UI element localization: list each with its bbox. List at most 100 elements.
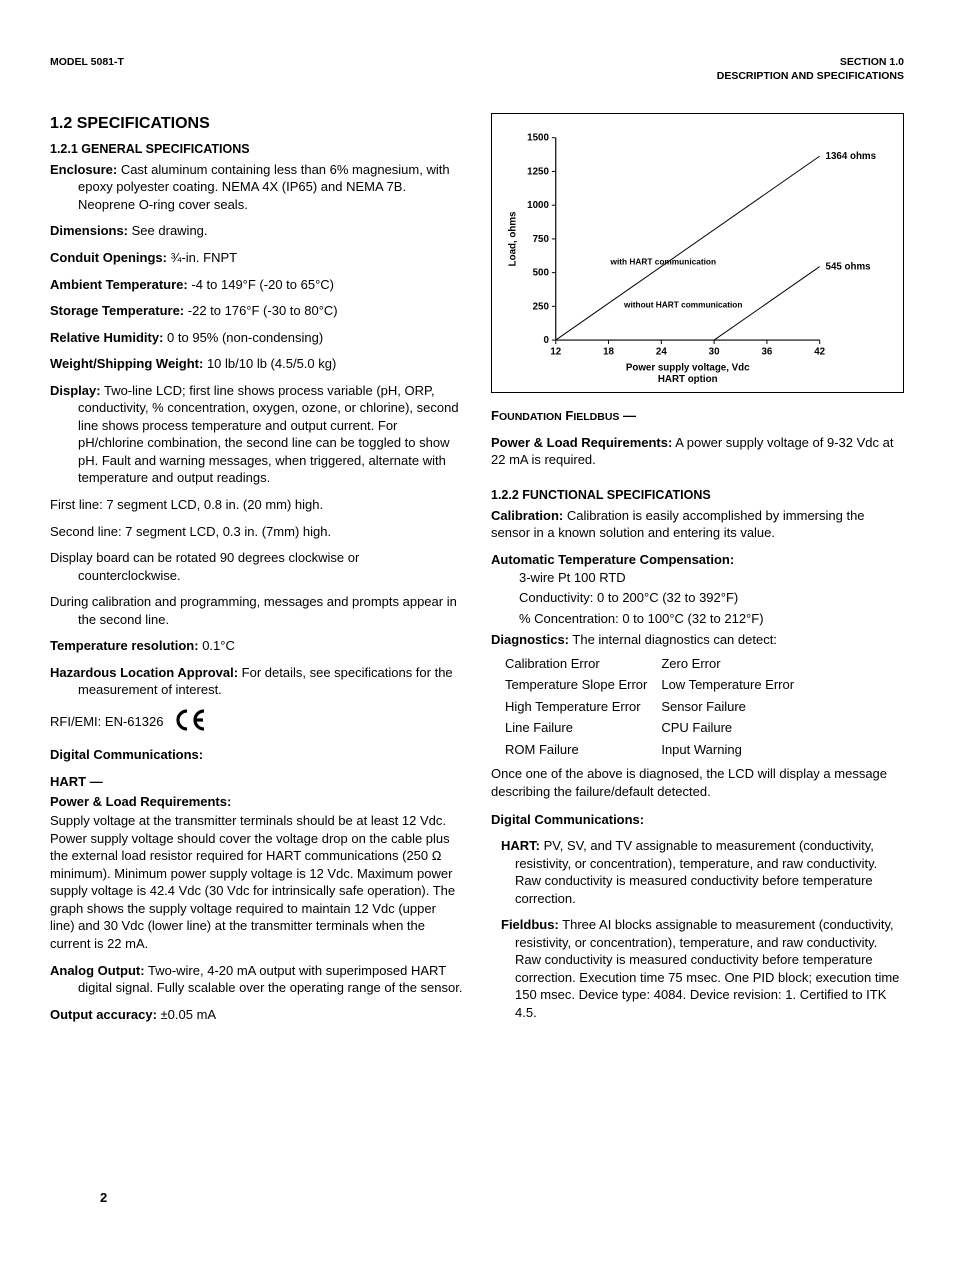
conduit-text: ¾-in. FNPT [171,250,237,265]
section-title: 1.2 SPECIFICATIONS [50,113,463,135]
table-cell: ROM Failure [505,740,659,760]
fieldbus-label: Fieldbus: [501,917,559,932]
load-vs-voltage-chart: 0250500750100012501500121824303642Power … [491,113,904,393]
table-cell: Temperature Slope Error [505,675,659,695]
table-cell: Low Temperature Error [661,675,806,695]
spec-rfi: RFI/EMI: EN-61326 [50,708,463,737]
left-column: 1.2 SPECIFICATIONS 1.2.1 GENERAL SPECIFI… [50,113,463,1032]
weight-label: Weight/Shipping Weight: [50,356,203,371]
spec-conduit: Conduit Openings: ¾-in. FNPT [50,249,463,267]
hazloc-label: Hazardous Location Approval: [50,665,238,680]
svg-text:without HART communication: without HART communication [623,300,742,310]
spec-humidity: Relative Humidity: 0 to 95% (non-condens… [50,329,463,347]
digcom-hart: HART: PV, SV, and TV assignable to measu… [501,837,904,907]
atc-line3: % Concentration: 0 to 100°C (32 to 212°F… [491,610,904,628]
atc-title: Automatic Temperature Compensation: [491,551,904,569]
spec-weight: Weight/Shipping Weight: 10 lb/10 lb (4.5… [50,355,463,373]
svg-text:42: 42 [814,347,825,358]
table-cell: Calibration Error [505,654,659,674]
svg-text:1000: 1000 [527,200,549,211]
svg-text:1250: 1250 [527,167,549,178]
table-row: Temperature Slope ErrorLow Temperature E… [505,675,806,695]
rfi-label: RFI/EMI: [50,714,101,729]
outacc-label: Output accuracy: [50,1007,157,1022]
storage-text: -22 to 176°F (-30 to 80°C) [188,303,338,318]
diagnostics-table: Calibration ErrorZero ErrorTemperature S… [503,652,808,762]
digital-communications-heading: Digital Communications: [50,746,463,764]
spec-tempres: Temperature resolution: 0.1°C [50,637,463,655]
display-label: Display: [50,383,101,398]
analog-label: Analog Output: [50,963,145,978]
fieldbus-body: Three AI blocks assignable to measuremen… [515,917,899,1020]
page: MODEL 5081-T SECTION 1.0 DESCRIPTION AND… [50,55,904,1235]
diag-body: The internal diagnostics can detect: [572,632,777,647]
outacc-text: ±0.05 mA [161,1007,217,1022]
svg-text:250: 250 [533,302,550,313]
svg-text:24: 24 [656,347,667,358]
spec-ambient: Ambient Temperature: -4 to 149°F (-20 to… [50,276,463,294]
svg-text:12: 12 [550,347,561,358]
spec-analog: Analog Output: Two-wire, 4-20 mA output … [50,962,463,997]
table-cell: Sensor Failure [661,697,806,717]
weight-text: 10 lb/10 lb (4.5/5.0 kg) [207,356,336,371]
svg-text:545 ohms: 545 ohms [826,262,872,273]
svg-text:HART option: HART option [658,374,718,385]
page-header: MODEL 5081-T SECTION 1.0 DESCRIPTION AND… [50,55,904,83]
two-column-layout: 1.2 SPECIFICATIONS 1.2.1 GENERAL SPECIFI… [50,113,904,1032]
enclosure-label: Enclosure: [50,162,117,177]
enclosure-text: Cast aluminum containing less than 6% ma… [78,162,450,212]
digcom-fieldbus: Fieldbus: Three AI blocks assignable to … [501,916,904,1021]
subsection-1-2-2: 1.2.2 FUNCTIONAL SPECIFICATIONS [491,487,904,504]
ambient-label: Ambient Temperature: [50,277,188,292]
svg-text:36: 36 [761,347,772,358]
svg-text:750: 750 [533,234,550,245]
page-number: 2 [100,1189,107,1207]
storage-label: Storage Temperature: [50,303,184,318]
hart-body: Supply voltage at the transmitter termin… [50,812,463,952]
atc-line2: Conductivity: 0 to 200°C (32 to 392°F) [491,589,904,607]
hart-subtitle: Power & Load Requirements: [50,793,463,811]
svg-text:1364 ohms: 1364 ohms [826,151,877,162]
svg-text:18: 18 [603,347,614,358]
svg-text:Load, ohms: Load, ohms [508,211,519,266]
hart2-body: PV, SV, and TV assignable to measurement… [515,838,877,906]
rfi-text: EN-61326 [105,714,164,729]
svg-text:with HART communication: with HART communication [610,257,717,267]
power-label: Power & Load Requirements: [491,435,672,450]
display-first-line: First line: 7 segment LCD, 0.8 in. (20 m… [50,496,463,514]
humidity-label: Relative Humidity: [50,330,163,345]
svg-text:1500: 1500 [527,133,549,144]
digital-communications-heading-2: Digital Communications: [491,811,904,829]
spec-calibration: Calibration: Calibration is easily accom… [491,507,904,542]
spec-output-accuracy: Output accuracy: ±0.05 mA [50,1006,463,1024]
spec-display: Display: Two-line LCD; first line shows … [50,382,463,487]
spec-hazloc: Hazardous Location Approval: For details… [50,664,463,699]
foundation-fieldbus-title: FOUNDATION FIELDBUS — [491,407,904,425]
diag-label: Diagnostics: [491,632,569,647]
table-row: Calibration ErrorZero Error [505,654,806,674]
header-left: MODEL 5081-T [50,55,124,83]
spec-dimensions: Dimensions: See drawing. [50,222,463,240]
conduit-label: Conduit Openings: [50,250,167,265]
hart-title: HART — [50,773,463,791]
chart-svg: 0250500750100012501500121824303642Power … [502,124,893,390]
spec-storage: Storage Temperature: -22 to 176°F (-30 t… [50,302,463,320]
header-right-line2: DESCRIPTION AND SPECIFICATIONS [717,69,904,83]
table-cell: Zero Error [661,654,806,674]
svg-text:0: 0 [543,335,549,346]
tempres-text: 0.1°C [202,638,235,653]
display-second-line: Second line: 7 segment LCD, 0.3 in. (7mm… [50,523,463,541]
table-cell: High Temperature Error [505,697,659,717]
spec-enclosure: Enclosure: Cast aluminum containing less… [50,161,463,214]
right-column: 0250500750100012501500121824303642Power … [491,113,904,1032]
dimensions-text: See drawing. [132,223,208,238]
ce-mark-icon [173,708,207,737]
svg-text:Power supply voltage, Vdc: Power supply voltage, Vdc [626,363,750,374]
ambient-text: -4 to 149°F (-20 to 65°C) [191,277,334,292]
table-row: High Temperature ErrorSensor Failure [505,697,806,717]
hart2-label: HART: [501,838,540,853]
diag-after-text: Once one of the above is diagnosed, the … [491,765,904,800]
atc-line1: 3-wire Pt 100 RTD [491,569,904,587]
header-right: SECTION 1.0 DESCRIPTION AND SPECIFICATIO… [717,55,904,83]
calib-label: Calibration: [491,508,563,523]
